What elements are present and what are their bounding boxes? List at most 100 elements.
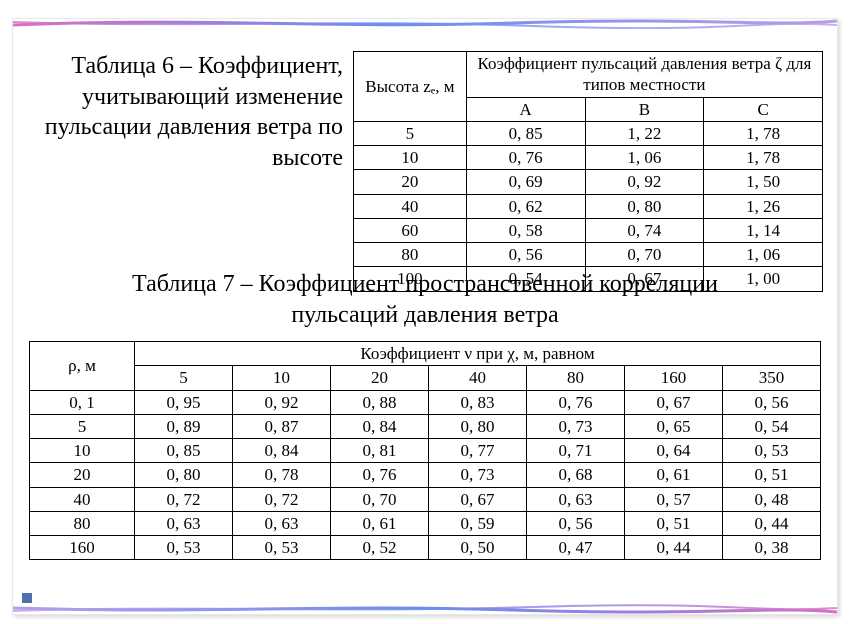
table-cell: 0, 53 [135, 536, 233, 560]
table7-col-header: 80 [527, 366, 625, 390]
table-cell: 20 [354, 170, 467, 194]
table7-col-header: 5 [135, 366, 233, 390]
table-row: 50, 851, 221, 78 [354, 121, 823, 145]
table6-col-height: Высота zₑ, м [354, 52, 467, 122]
table-cell: 0, 63 [527, 487, 625, 511]
table-cell: 0, 83 [429, 390, 527, 414]
table-cell: 0, 81 [331, 439, 429, 463]
table-cell: 0, 52 [331, 536, 429, 560]
table7-col-header-row: 510204080160350 [30, 366, 821, 390]
corner-square-icon [21, 592, 33, 604]
table6: Высота zₑ, м Коэффициент пульсаций давле… [353, 51, 823, 292]
table-cell: 0, 85 [135, 439, 233, 463]
table-cell: 0, 1 [30, 390, 135, 414]
table7-col-header: 160 [625, 366, 723, 390]
table-row: 50, 890, 870, 840, 800, 730, 650, 54 [30, 414, 821, 438]
table-cell: 0, 80 [135, 463, 233, 487]
table-cell: 0, 89 [135, 414, 233, 438]
table-cell: 1, 22 [585, 121, 704, 145]
table-row: 800, 560, 701, 06 [354, 243, 823, 267]
table7-title-line2: пульсаций давления ветра [291, 302, 558, 328]
table-cell: 0, 84 [331, 414, 429, 438]
table-cell: 0, 70 [585, 243, 704, 267]
table-row: 0, 10, 950, 920, 880, 830, 760, 670, 56 [30, 390, 821, 414]
table-cell: 0, 73 [527, 414, 625, 438]
table-cell: 0, 68 [527, 463, 625, 487]
table-cell: 0, 63 [135, 511, 233, 535]
table-cell: 0, 48 [723, 487, 821, 511]
table-cell: 0, 78 [233, 463, 331, 487]
table-cell: 0, 92 [585, 170, 704, 194]
table6-title: Таблица 6 – Коэффициент, учитывающий изм… [27, 51, 353, 292]
table-row: 200, 800, 780, 760, 730, 680, 610, 51 [30, 463, 821, 487]
table-cell: 5 [30, 414, 135, 438]
table-cell: 40 [354, 194, 467, 218]
table-cell: 0, 38 [723, 536, 821, 560]
table-cell: 0, 73 [429, 463, 527, 487]
table-cell: 0, 44 [723, 511, 821, 535]
table-cell: 80 [30, 511, 135, 535]
table-row: 400, 720, 720, 700, 670, 630, 570, 48 [30, 487, 821, 511]
table-cell: 0, 80 [429, 414, 527, 438]
table6-sub-c: C [704, 97, 823, 121]
table-row: 100, 850, 840, 810, 770, 710, 640, 53 [30, 439, 821, 463]
table7-col-header: 10 [233, 366, 331, 390]
table7-col-header: 20 [331, 366, 429, 390]
table-cell: 0, 65 [625, 414, 723, 438]
table-cell: 0, 74 [585, 218, 704, 242]
table-row: 600, 580, 741, 14 [354, 218, 823, 242]
table-cell: 0, 80 [585, 194, 704, 218]
table7-group-header: Коэффициент ν при χ, м, равном [135, 342, 821, 366]
table6-group-header: Коэффициент пульсаций давления ветра ζ д… [466, 52, 822, 98]
table-cell: 0, 69 [466, 170, 585, 194]
table-cell: 0, 61 [625, 463, 723, 487]
table-cell: 0, 72 [135, 487, 233, 511]
table-cell: 0, 59 [429, 511, 527, 535]
table-cell: 0, 51 [625, 511, 723, 535]
table6-sub-b: B [585, 97, 704, 121]
table-cell: 0, 67 [429, 487, 527, 511]
table7-title-line1: Таблица 7 – Коэффициент пространственной… [132, 271, 718, 297]
slide-frame: Таблица 6 – Коэффициент, учитывающий изм… [12, 18, 838, 615]
table6-wrap: Высота zₑ, м Коэффициент пульсаций давле… [353, 51, 823, 292]
table-cell: 0, 62 [466, 194, 585, 218]
table-cell: 0, 76 [331, 463, 429, 487]
table7-row-header: ρ, м [30, 342, 135, 391]
table-cell: 0, 71 [527, 439, 625, 463]
table-cell: 60 [354, 218, 467, 242]
table-cell: 0, 76 [527, 390, 625, 414]
table-cell: 1, 06 [704, 243, 823, 267]
table-cell: 1, 06 [585, 146, 704, 170]
table7-title: Таблица 7 – Коэффициент пространственной… [13, 269, 837, 331]
table-cell: 0, 87 [233, 414, 331, 438]
table-cell: 0, 51 [723, 463, 821, 487]
table7-col-header: 350 [723, 366, 821, 390]
top-stripe [13, 19, 837, 29]
table-cell: 0, 64 [625, 439, 723, 463]
table-cell: 5 [354, 121, 467, 145]
table-cell: 10 [30, 439, 135, 463]
table-cell: 20 [30, 463, 135, 487]
table-cell: 10 [354, 146, 467, 170]
bottom-stripe [13, 604, 837, 614]
table-row: 200, 690, 921, 50 [354, 170, 823, 194]
table-cell: 0, 70 [331, 487, 429, 511]
table-row: 800, 630, 630, 610, 590, 560, 510, 44 [30, 511, 821, 535]
table-cell: 1, 14 [704, 218, 823, 242]
table-row: 400, 620, 801, 26 [354, 194, 823, 218]
table-cell: 0, 53 [723, 439, 821, 463]
table-cell: 0, 67 [625, 390, 723, 414]
table-cell: 1, 26 [704, 194, 823, 218]
table-cell: 0, 57 [625, 487, 723, 511]
table-cell: 160 [30, 536, 135, 560]
table-row: 1600, 530, 530, 520, 500, 470, 440, 38 [30, 536, 821, 560]
table-cell: 0, 77 [429, 439, 527, 463]
table-cell: 40 [30, 487, 135, 511]
table-cell: 0, 85 [466, 121, 585, 145]
table-cell: 0, 58 [466, 218, 585, 242]
table-row: 100, 761, 061, 78 [354, 146, 823, 170]
table-cell: 0, 95 [135, 390, 233, 414]
table-cell: 1, 78 [704, 146, 823, 170]
table7: ρ, м Коэффициент ν при χ, м, равном 5102… [29, 341, 821, 560]
table-cell: 0, 63 [233, 511, 331, 535]
